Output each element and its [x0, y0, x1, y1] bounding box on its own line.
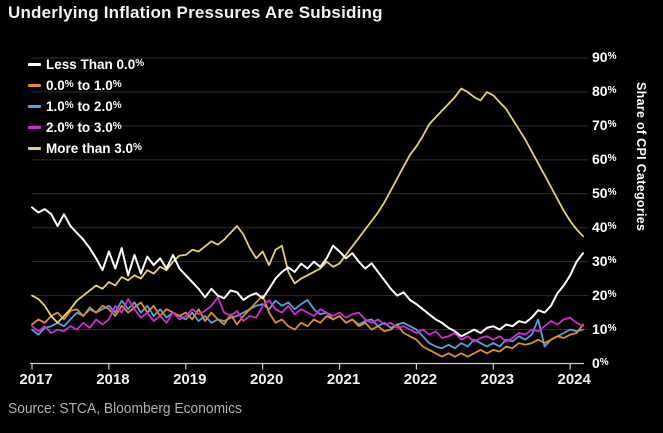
y-tick-label: 80%	[592, 82, 617, 99]
y-tick-label: 60%	[592, 150, 617, 167]
page-title: Underlying Inflation Pressures Are Subsi…	[8, 3, 383, 22]
x-tick-label: 2023	[480, 371, 514, 388]
y-tick-label: 70%	[592, 116, 617, 133]
x-tick-label: 2019	[173, 371, 207, 388]
series-line-0-0-to-1-0	[31, 294, 584, 358]
legend-item-less-than-0: Less Than 0.0%	[28, 54, 144, 75]
y-tick-label: 20%	[592, 286, 617, 303]
chart-legend: Less Than 0.0% 0.0% to 1.0% 1.0% to 2.0%…	[28, 54, 144, 159]
legend-label: More than 3.0%	[46, 141, 142, 156]
y-tick-label: 40%	[592, 218, 617, 235]
x-tick-label: 2020	[249, 371, 284, 388]
series-line-more-than-3-0	[31, 87, 584, 324]
y-tick-label: 90%	[592, 49, 617, 66]
legend-item-more-than-3: More than 3.0%	[28, 138, 144, 159]
legend-swatch-2-to-3-icon	[28, 126, 41, 129]
y-tick-label: 10%	[592, 320, 617, 337]
y-tick-label: 30%	[592, 252, 617, 269]
y-tick-label: 0%	[592, 354, 609, 371]
legend-item-2-to-3: 2.0% to 3.0%	[28, 117, 144, 138]
series-line-less-than-0-0	[31, 206, 584, 338]
x-tick-label: 2021	[326, 371, 361, 388]
series-line-2-0-to-3-0	[31, 296, 584, 343]
legend-label: 0.0% to 1.0%	[46, 78, 122, 93]
legend-item-1-to-2: 1.0% to 2.0%	[28, 96, 144, 117]
x-tick-label: 2018	[96, 371, 130, 388]
legend-label: Less Than 0.0%	[46, 57, 145, 72]
x-tick-label: 2022	[403, 371, 438, 388]
y-tick-label: 50%	[592, 184, 617, 201]
legend-swatch-1-to-2-icon	[28, 105, 41, 108]
source-note: Source: STCA, Bloomberg Economics	[8, 400, 242, 417]
x-tick-label: 2024	[557, 371, 591, 388]
legend-label: 1.0% to 2.0%	[46, 99, 122, 114]
series-line-1-0-to-2-0	[31, 299, 584, 350]
legend-swatch-0-to-1-icon	[28, 84, 41, 87]
y-axis-title: Share of CPI Categories	[634, 82, 648, 232]
legend-swatch-more-than-3-icon	[28, 147, 41, 150]
legend-item-0-to-1: 0.0% to 1.0%	[28, 75, 144, 96]
legend-swatch-less-than-0-icon	[28, 63, 41, 66]
legend-label: 2.0% to 3.0%	[46, 120, 122, 135]
x-tick-label: 2017	[19, 371, 53, 388]
